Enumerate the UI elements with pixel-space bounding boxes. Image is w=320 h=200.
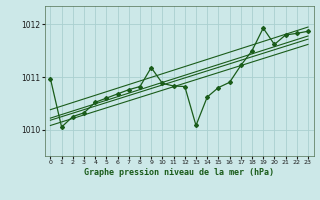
X-axis label: Graphe pression niveau de la mer (hPa): Graphe pression niveau de la mer (hPa) [84, 168, 274, 177]
